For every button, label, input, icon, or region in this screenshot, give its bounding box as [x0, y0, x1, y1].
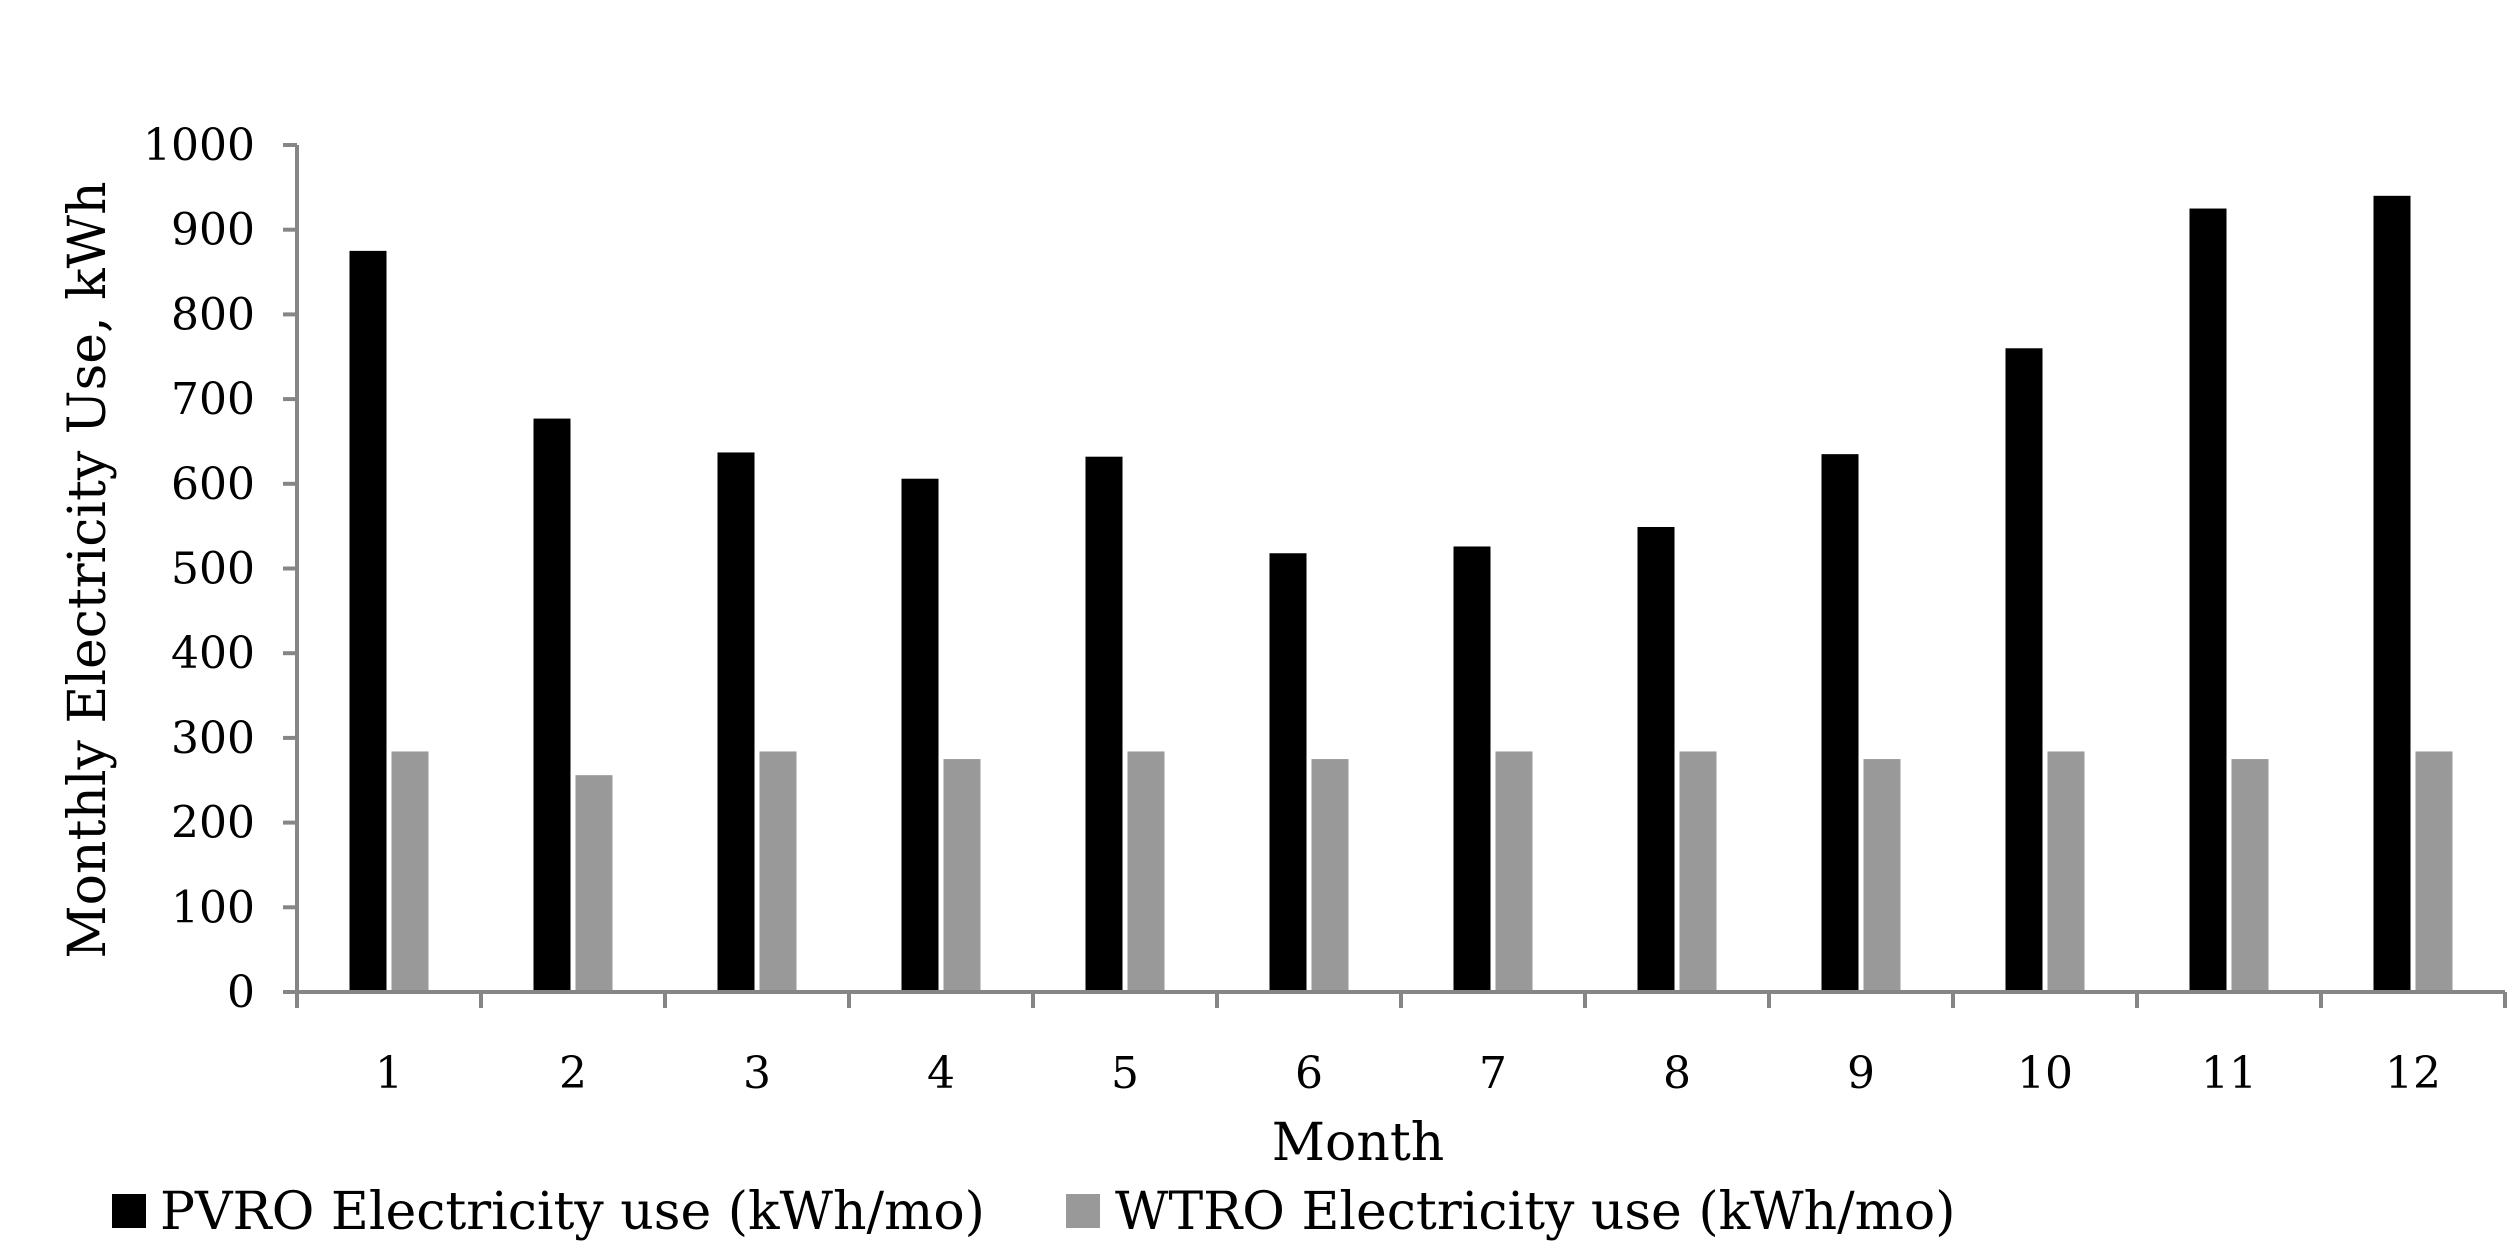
bar-wtro-month-1 [391, 751, 429, 992]
bar-pvro-month-2 [533, 418, 571, 992]
x-tick-label: 12 [2385, 1048, 2441, 1099]
legend-swatch-pvro [112, 1194, 146, 1228]
x-tick-label: 1 [375, 1048, 403, 1099]
bar-pvro-month-5 [1085, 456, 1123, 992]
bar-pvro-month-8 [1637, 526, 1675, 992]
bar-pvro-month-10 [2005, 348, 2043, 992]
x-tick-label: 6 [1295, 1048, 1323, 1099]
x-tick-label: 10 [2017, 1048, 2073, 1099]
x-tick-label: 7 [1479, 1048, 1507, 1099]
bars-layer [349, 195, 2453, 992]
bar-wtro-month-11 [2231, 759, 2269, 992]
y-axis-title: Monthly Electricity Use, kWh [58, 181, 118, 958]
bar-wtro-month-10 [2047, 751, 2085, 992]
x-tick-label: 9 [1847, 1048, 1875, 1099]
y-tick-label: 400 [171, 628, 255, 679]
bar-wtro-month-2 [575, 775, 613, 992]
x-tick-label: 2 [559, 1048, 587, 1099]
y-tick-label: 300 [171, 713, 255, 764]
bar-pvro-month-12 [2373, 195, 2411, 992]
x-tick-label: 5 [1111, 1048, 1139, 1099]
y-tick-label: 900 [171, 205, 255, 256]
y-tick-label: 100 [171, 882, 255, 933]
axes-layer [283, 143, 2507, 1008]
legend-label-wtro: WTRO Electricity use (kWh/mo) [1115, 1182, 1956, 1242]
bar-pvro-month-6 [1269, 553, 1307, 992]
bar-wtro-month-5 [1127, 751, 1165, 992]
bar-wtro-month-3 [759, 751, 797, 992]
x-tick-label: 4 [927, 1048, 955, 1099]
x-tick-label: 8 [1663, 1048, 1691, 1099]
x-tick-label: 3 [743, 1048, 771, 1099]
y-tick-label: 0 [227, 967, 255, 1018]
y-tick-label: 600 [171, 459, 255, 510]
legend: PVRO Electricity use (kWh/mo) WTRO Electr… [112, 1182, 1956, 1242]
bar-wtro-month-6 [1311, 759, 1349, 992]
bar-wtro-month-8 [1679, 751, 1717, 992]
y-tick-label: 200 [171, 798, 255, 849]
bar-pvro-month-3 [717, 452, 755, 992]
bar-pvro-month-9 [1821, 454, 1859, 992]
y-tick-label: 1000 [143, 120, 255, 171]
bar-wtro-month-7 [1495, 751, 1533, 992]
y-tick-label: 500 [171, 544, 255, 595]
x-tick-label: 11 [2201, 1048, 2257, 1099]
bar-pvro-month-4 [901, 478, 939, 992]
x-axis-title: Month [1272, 1113, 1444, 1173]
legend-label-pvro: PVRO Electricity use (kWh/mo) [160, 1182, 985, 1242]
bar-wtro-month-12 [2415, 751, 2453, 992]
y-tick-label: 800 [171, 289, 255, 340]
bar-pvro-month-11 [2189, 208, 2227, 992]
bar-wtro-month-9 [1863, 759, 1901, 992]
y-tick-label: 700 [171, 374, 255, 425]
legend-swatch-wtro [1066, 1194, 1100, 1228]
bar-pvro-month-1 [349, 250, 387, 992]
bar-pvro-month-7 [1453, 546, 1491, 992]
bar-wtro-month-4 [943, 759, 981, 992]
